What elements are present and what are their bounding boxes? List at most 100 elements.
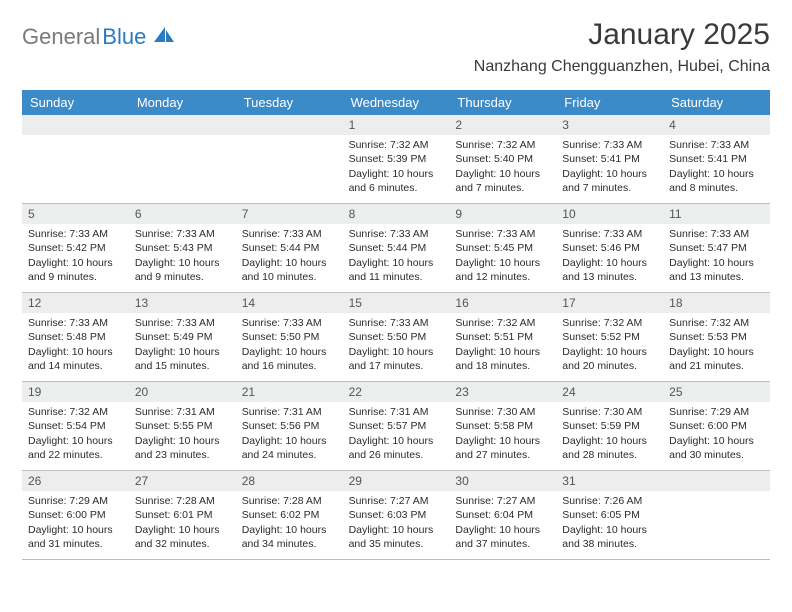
daylight-text: and 20 minutes. bbox=[562, 359, 657, 373]
daylight-text: and 26 minutes. bbox=[349, 448, 444, 462]
day-number: 5 bbox=[22, 204, 129, 224]
sunset-text: Sunset: 6:00 PM bbox=[28, 508, 123, 522]
day-cell: 28Sunrise: 7:28 AMSunset: 6:02 PMDayligh… bbox=[236, 471, 343, 559]
sunset-text: Sunset: 5:54 PM bbox=[28, 419, 123, 433]
daylight-text: and 38 minutes. bbox=[562, 537, 657, 551]
sunset-text: Sunset: 5:42 PM bbox=[28, 241, 123, 255]
sunrise-text: Sunrise: 7:33 AM bbox=[562, 138, 657, 152]
daylight-text: Daylight: 10 hours bbox=[562, 167, 657, 181]
daylight-text: and 15 minutes. bbox=[135, 359, 230, 373]
sunrise-text: Sunrise: 7:32 AM bbox=[349, 138, 444, 152]
day-number: 12 bbox=[22, 293, 129, 313]
sunrise-text: Sunrise: 7:27 AM bbox=[455, 494, 550, 508]
weekday-label: Friday bbox=[556, 90, 663, 115]
day-number: 30 bbox=[449, 471, 556, 491]
sunset-text: Sunset: 6:00 PM bbox=[669, 419, 764, 433]
sunrise-text: Sunrise: 7:33 AM bbox=[669, 138, 764, 152]
day-number: 8 bbox=[343, 204, 450, 224]
day-cell: 15Sunrise: 7:33 AMSunset: 5:50 PMDayligh… bbox=[343, 293, 450, 381]
day-cell: 11Sunrise: 7:33 AMSunset: 5:47 PMDayligh… bbox=[663, 204, 770, 292]
day-cell: 13Sunrise: 7:33 AMSunset: 5:49 PMDayligh… bbox=[129, 293, 236, 381]
sunrise-text: Sunrise: 7:33 AM bbox=[349, 316, 444, 330]
sunset-text: Sunset: 5:40 PM bbox=[455, 152, 550, 166]
day-cell: 4Sunrise: 7:33 AMSunset: 5:41 PMDaylight… bbox=[663, 115, 770, 203]
logo: GeneralBlue bbox=[22, 24, 177, 50]
sunrise-text: Sunrise: 7:29 AM bbox=[28, 494, 123, 508]
day-number: 1 bbox=[343, 115, 450, 135]
day-number: 13 bbox=[129, 293, 236, 313]
day-cell: 26Sunrise: 7:29 AMSunset: 6:00 PMDayligh… bbox=[22, 471, 129, 559]
day-cell: 29Sunrise: 7:27 AMSunset: 6:03 PMDayligh… bbox=[343, 471, 450, 559]
daylight-text: Daylight: 10 hours bbox=[349, 167, 444, 181]
day-number: 9 bbox=[449, 204, 556, 224]
day-cell: 8Sunrise: 7:33 AMSunset: 5:44 PMDaylight… bbox=[343, 204, 450, 292]
day-cell: 6Sunrise: 7:33 AMSunset: 5:43 PMDaylight… bbox=[129, 204, 236, 292]
sunset-text: Sunset: 6:04 PM bbox=[455, 508, 550, 522]
daylight-text: and 11 minutes. bbox=[349, 270, 444, 284]
day-number: 7 bbox=[236, 204, 343, 224]
day-number bbox=[663, 471, 770, 491]
daylight-text: Daylight: 10 hours bbox=[455, 256, 550, 270]
daylight-text: Daylight: 10 hours bbox=[28, 345, 123, 359]
day-cell: 9Sunrise: 7:33 AMSunset: 5:45 PMDaylight… bbox=[449, 204, 556, 292]
sunrise-text: Sunrise: 7:33 AM bbox=[28, 227, 123, 241]
daylight-text: Daylight: 10 hours bbox=[455, 434, 550, 448]
day-number: 3 bbox=[556, 115, 663, 135]
day-number bbox=[236, 115, 343, 135]
day-cell: 27Sunrise: 7:28 AMSunset: 6:01 PMDayligh… bbox=[129, 471, 236, 559]
week-row: 26 Sunrise: 7:29 AMSunset: 6:00 PM Dayligh… bbox=[22, 471, 770, 560]
sunset-text: Sunset: 5:44 PM bbox=[349, 241, 444, 255]
sunrise-text: Sunrise: 7:30 AM bbox=[455, 405, 550, 419]
day-number: 15 bbox=[343, 293, 450, 313]
day-cell: 2Sunrise: 7:32 AMSunset: 5:40 PMDaylight… bbox=[449, 115, 556, 203]
day-cell bbox=[236, 115, 343, 203]
daylight-text: and 13 minutes. bbox=[562, 270, 657, 284]
day-number: 26 bbox=[22, 471, 129, 491]
daylight-text: and 10 minutes. bbox=[242, 270, 337, 284]
week-row: 19Sunrise: 7:32 AMSunset: 5:54 PMDayligh… bbox=[22, 382, 770, 471]
daylight-text: and 7 minutes. bbox=[455, 181, 550, 195]
daylight-text: Daylight: 10 hours bbox=[669, 434, 764, 448]
day-number: 4 bbox=[663, 115, 770, 135]
daylight-text: and 17 minutes. bbox=[349, 359, 444, 373]
daylight-text: Daylight: 10 hours bbox=[135, 345, 230, 359]
sunset-text: Sunset: 5:43 PM bbox=[135, 241, 230, 255]
month-title: January 2025 bbox=[474, 18, 770, 52]
day-cell: 7Sunrise: 7:33 AMSunset: 5:44 PMDaylight… bbox=[236, 204, 343, 292]
sunrise-text: Sunrise: 7:33 AM bbox=[135, 316, 230, 330]
day-cell: 31Sunrise: 7:26 AMSunset: 6:05 PMDayligh… bbox=[556, 471, 663, 559]
sunrise-text: Sunrise: 7:32 AM bbox=[455, 316, 550, 330]
sunset-text: Sunset: 5:59 PM bbox=[562, 419, 657, 433]
weekday-label: Wednesday bbox=[343, 90, 450, 115]
day-number: 14 bbox=[236, 293, 343, 313]
day-cell: 22Sunrise: 7:31 AMSunset: 5:57 PMDayligh… bbox=[343, 382, 450, 470]
sunrise-text: Sunrise: 7:29 AM bbox=[669, 405, 764, 419]
sunrise-text: Sunrise: 7:32 AM bbox=[562, 316, 657, 330]
daylight-text: Daylight: 10 hours bbox=[28, 434, 123, 448]
day-number: 29 bbox=[343, 471, 450, 491]
daylight-text: and 18 minutes. bbox=[455, 359, 550, 373]
daylight-text: and 22 minutes. bbox=[28, 448, 123, 462]
sunrise-text: Sunrise: 7:27 AM bbox=[349, 494, 444, 508]
sunrise-text: Sunrise: 7:32 AM bbox=[455, 138, 550, 152]
daylight-text: and 30 minutes. bbox=[669, 448, 764, 462]
daylight-text: Daylight: 10 hours bbox=[669, 167, 764, 181]
day-number: 31 bbox=[556, 471, 663, 491]
daylight-text: Daylight: 10 hours bbox=[562, 523, 657, 537]
day-cell: 10Sunrise: 7:33 AMSunset: 5:46 PMDayligh… bbox=[556, 204, 663, 292]
day-cell: 17Sunrise: 7:32 AMSunset: 5:52 PMDayligh… bbox=[556, 293, 663, 381]
week-row: 1Sunrise: 7:32 AMSunset: 5:39 PMDaylight… bbox=[22, 115, 770, 204]
day-number: 2 bbox=[449, 115, 556, 135]
daylight-text: and 7 minutes. bbox=[562, 181, 657, 195]
daylight-text: Daylight: 10 hours bbox=[349, 523, 444, 537]
daylight-text: and 21 minutes. bbox=[669, 359, 764, 373]
sunrise-text: Sunrise: 7:32 AM bbox=[669, 316, 764, 330]
day-cell: 18Sunrise: 7:32 AMSunset: 5:53 PMDayligh… bbox=[663, 293, 770, 381]
weekday-label: Monday bbox=[129, 90, 236, 115]
sunset-text: Sunset: 5:58 PM bbox=[455, 419, 550, 433]
daylight-text: and 24 minutes. bbox=[242, 448, 337, 462]
sunrise-text: Sunrise: 7:31 AM bbox=[349, 405, 444, 419]
day-number: 27 bbox=[129, 471, 236, 491]
daylight-text: and 14 minutes. bbox=[28, 359, 123, 373]
sunrise-text: Sunrise: 7:31 AM bbox=[135, 405, 230, 419]
